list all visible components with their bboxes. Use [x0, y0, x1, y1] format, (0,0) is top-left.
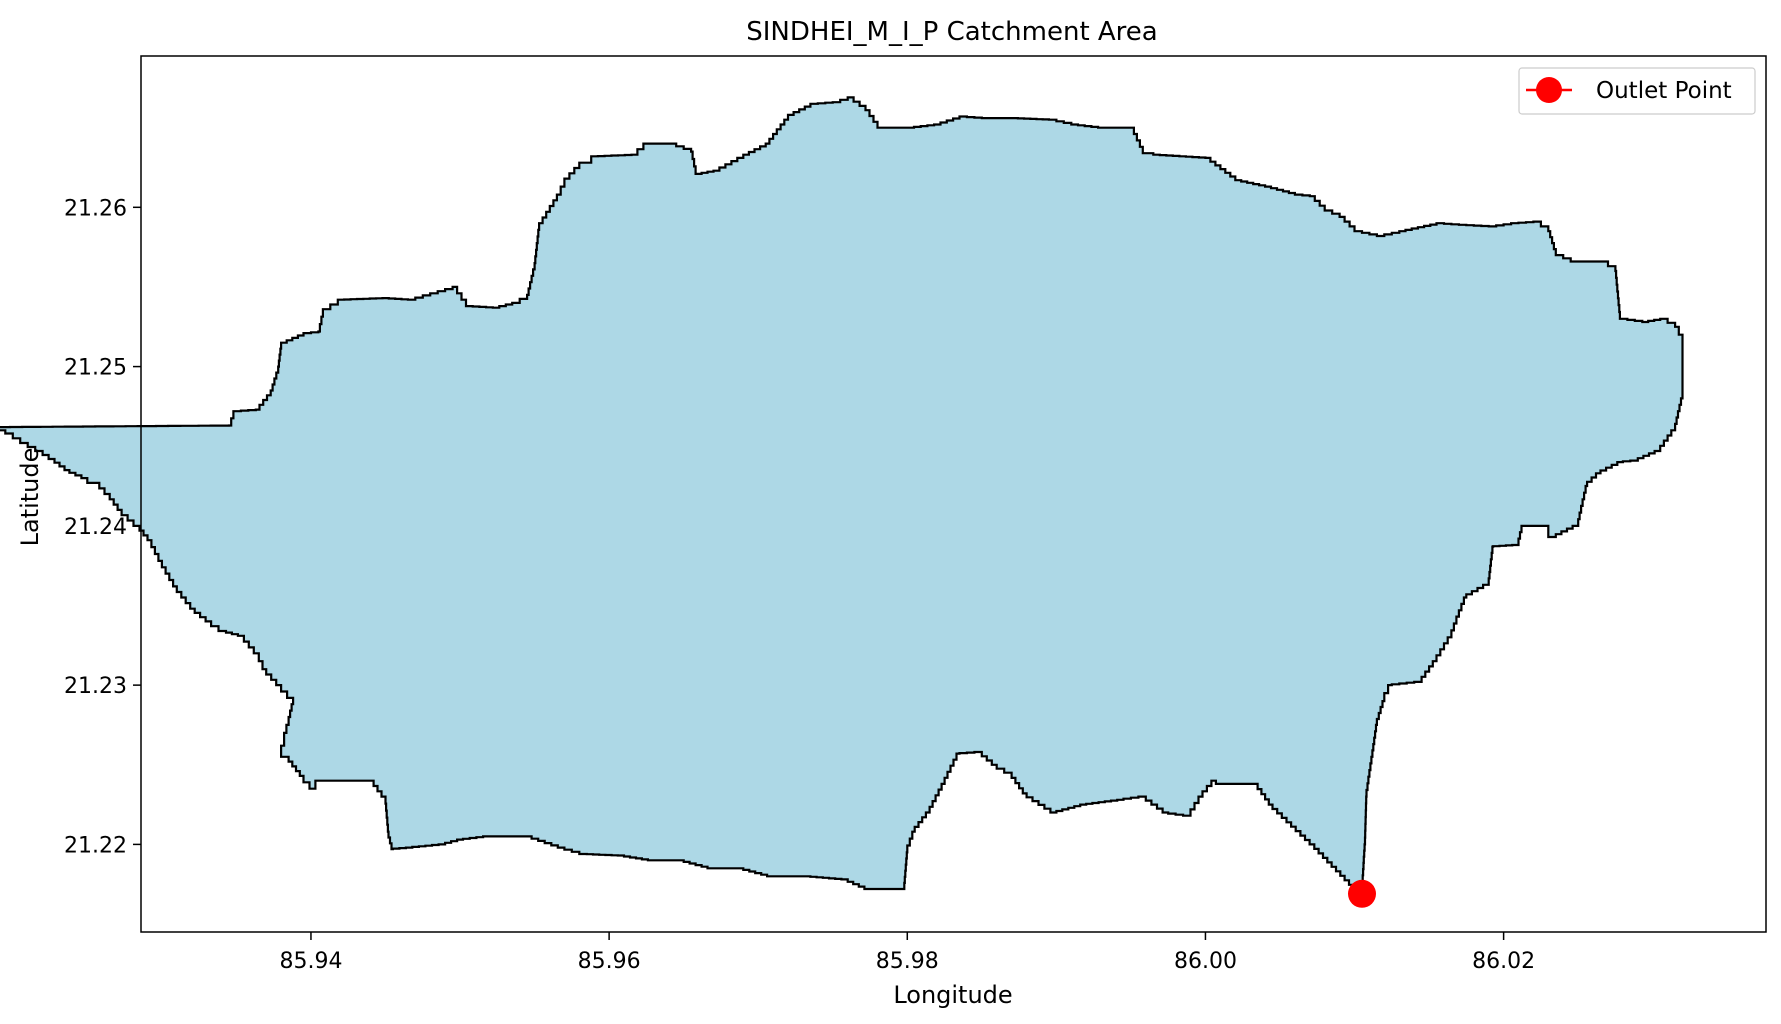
axes-frame	[140, 55, 1767, 933]
y-tick-label: 21.24	[64, 515, 127, 540]
y-tick-label: 21.25	[64, 356, 127, 381]
y-axis-label: Latitude	[16, 448, 44, 547]
y-tick-label: 21.26	[64, 196, 127, 221]
x-axis-ticks: 85.94 85.96 85.98 86.00 86.02	[279, 932, 1535, 974]
legend-entry-outlet: Outlet Point	[1596, 78, 1732, 104]
legend: Outlet Point	[1518, 67, 1756, 115]
x-axis-label: Longitude	[893, 981, 1012, 1009]
legend-marker-icon	[1536, 77, 1562, 103]
legend-box	[1518, 67, 1756, 115]
x-tick-label: 85.96	[578, 949, 641, 974]
chart-title: SINDHEI_M_I_P Catchment Area	[746, 17, 1157, 47]
x-tick-label: 86.00	[1174, 949, 1237, 974]
x-tick-label: 85.94	[279, 949, 342, 974]
plot-area	[0, 96, 1684, 908]
outlet-point-marker	[1348, 879, 1376, 908]
x-tick-label: 85.98	[876, 949, 939, 974]
x-tick-label: 86.02	[1472, 949, 1535, 974]
y-tick-label: 21.22	[64, 833, 127, 858]
catchment-polygon	[0, 96, 1684, 895]
y-tick-label: 21.23	[64, 674, 127, 699]
y-axis-ticks: 21.22 21.23 21.24 21.25 21.26	[64, 196, 141, 858]
